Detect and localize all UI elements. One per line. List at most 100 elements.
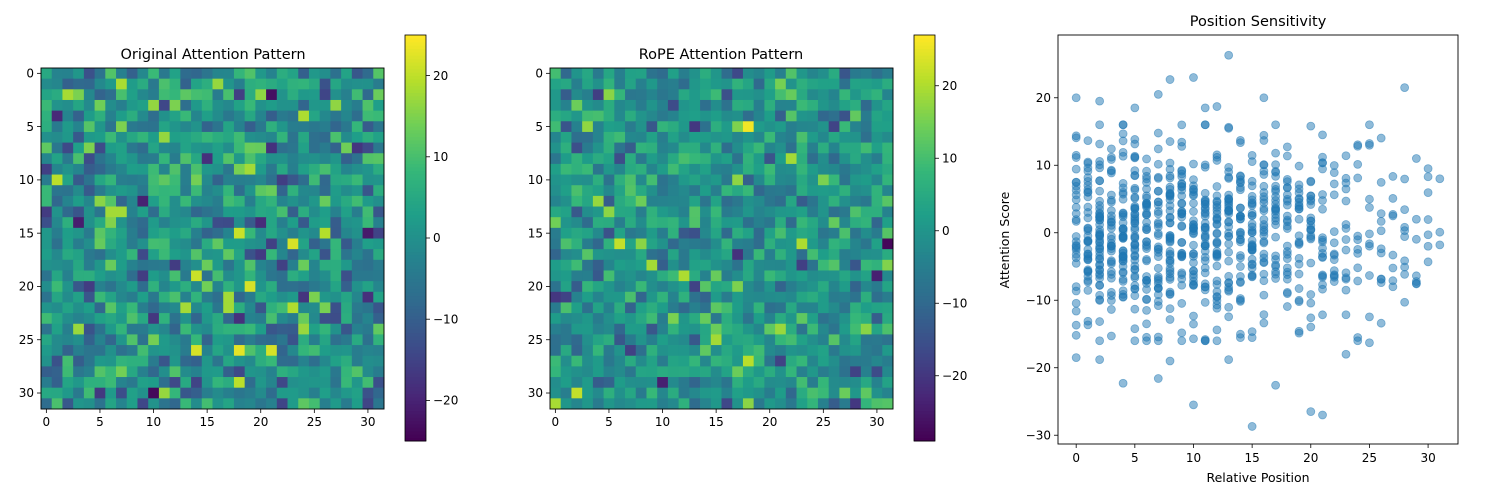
heatmap-cell [582, 217, 594, 229]
scatter-point [1306, 234, 1316, 244]
heatmap-cell [839, 334, 851, 346]
colorbar-segment [914, 373, 935, 378]
heatmap-cell [201, 345, 213, 357]
heatmap-cell [351, 78, 363, 90]
scatter-point [1130, 336, 1140, 346]
colorbar-segment [405, 278, 426, 283]
heatmap-cell [116, 163, 128, 175]
heatmap-cell [212, 78, 224, 90]
heatmap-cell [592, 195, 604, 207]
heatmap-cell [742, 185, 755, 197]
heatmap-cell [233, 99, 246, 112]
colorbar-segment [914, 153, 935, 158]
heatmap-cell [550, 227, 562, 239]
heatmap-cell [298, 270, 310, 282]
heatmap-cell [817, 238, 830, 250]
heatmap-cell [51, 206, 63, 218]
heatmap-cell [255, 270, 267, 282]
scatter-point [1142, 193, 1151, 203]
heatmap-cell [341, 227, 353, 239]
heatmap-cell [244, 131, 256, 143]
heatmap-cell [732, 110, 744, 122]
heatmap-cell [116, 249, 128, 261]
heatmap-cell [700, 99, 712, 112]
heatmap-cell [105, 142, 117, 154]
heatmap-cell [223, 334, 235, 346]
heatmap-cell [126, 195, 138, 207]
heatmap-cell [223, 227, 235, 239]
heatmap-cell [137, 270, 149, 282]
heatmap-cell [603, 238, 615, 250]
colorbar-segment [914, 116, 935, 121]
scatter-point [1247, 228, 1257, 238]
scatter-point [1282, 302, 1292, 311]
scatter-point [1071, 164, 1081, 174]
heatmap-cell [362, 206, 374, 218]
heatmap-cell [362, 163, 374, 175]
heatmap-cell [223, 174, 235, 186]
heatmap-cell [148, 366, 160, 378]
heatmap-cell [700, 195, 712, 207]
heatmap-cell [341, 259, 353, 271]
heatmap-cell [882, 387, 894, 399]
heatmap-cell [266, 78, 278, 90]
heatmap-cell [582, 249, 594, 261]
heatmap-cell [287, 195, 299, 207]
heatmap-cell [351, 227, 363, 239]
colorbar-segment [405, 150, 426, 154]
heatmap-cell [689, 398, 701, 410]
heatmap-cell [180, 68, 192, 80]
scatter-point [1130, 185, 1140, 195]
colorbar-segment [914, 325, 935, 330]
scatter-point [1318, 410, 1327, 420]
heatmap-cell [689, 185, 701, 197]
scatter-point [1224, 247, 1234, 257]
heatmap-cell [319, 366, 331, 378]
heatmap-cell [223, 377, 235, 389]
heatmap-cell [753, 323, 765, 335]
heatmap-cell [373, 270, 385, 282]
colorbar-segment [914, 55, 935, 60]
heatmap-cell [105, 153, 117, 165]
y-tick-label: 30 [19, 386, 34, 400]
heatmap-cell [775, 110, 787, 122]
colorbar-segment [405, 251, 426, 256]
heatmap-cell [796, 259, 808, 271]
heatmap-cell [105, 249, 117, 261]
heatmap-cell [41, 238, 53, 250]
heatmap-cell [169, 142, 181, 154]
heatmap-cell [223, 291, 235, 303]
heatmap-cell [169, 110, 181, 122]
scatter-point [1177, 237, 1187, 247]
scatter-point [1306, 200, 1316, 209]
heatmap-cell [373, 249, 385, 261]
heatmap-cell [116, 355, 128, 367]
heatmap-cell [191, 78, 203, 90]
heatmap-cell [255, 121, 267, 133]
heatmap-cell [83, 110, 95, 122]
scatter-point [1177, 209, 1187, 219]
scatter-point [1294, 328, 1304, 338]
heatmap-cell [351, 355, 363, 367]
heatmap-cell [212, 206, 224, 218]
heatmap-cell [710, 323, 722, 335]
heatmap-cell [850, 334, 862, 346]
heatmap-cell [871, 323, 883, 335]
heatmap-cell [341, 153, 353, 165]
colorbar-segment [405, 265, 426, 269]
heatmap-cell [233, 249, 246, 261]
heatmap-cell [775, 68, 787, 80]
heatmap-cell [625, 249, 637, 261]
scatter-point [1177, 221, 1187, 231]
heatmap-cell [850, 163, 862, 175]
heatmap-cell [764, 323, 776, 335]
scatter-point [1142, 166, 1151, 176]
heatmap-cell [817, 249, 830, 261]
heatmap-cell [180, 345, 192, 357]
heatmap-cell [817, 68, 830, 80]
heatmap-cell [41, 185, 53, 197]
colorbar-segment [405, 241, 426, 246]
heatmap-cell [667, 142, 680, 154]
heatmap-cell [732, 366, 744, 378]
heatmap-cell [255, 99, 267, 112]
